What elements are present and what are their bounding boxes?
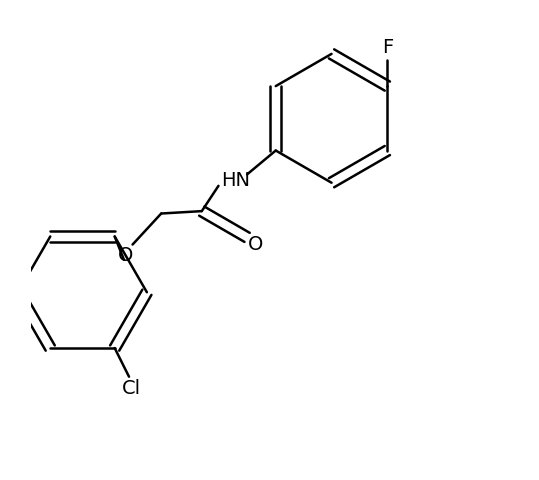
Text: F: F [382,38,393,58]
Text: O: O [118,246,133,264]
Text: Cl: Cl [122,379,141,398]
Text: O: O [248,235,264,254]
Text: HN: HN [220,170,250,190]
